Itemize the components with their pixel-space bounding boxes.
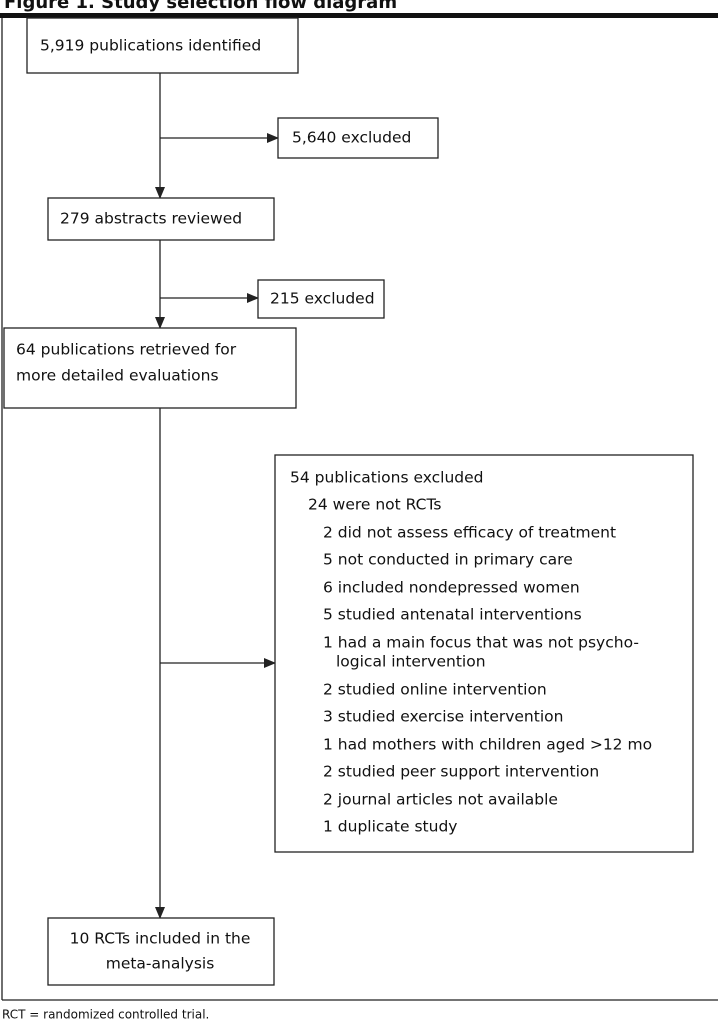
box [274,454,694,853]
box-text: 215 excluded [270,290,375,308]
box-text: 279 abstracts reviewed [60,210,242,228]
box-text: 3 studied exercise intervention [323,708,563,726]
title-rule [0,13,718,18]
box-text: 5 studied antenatal interventions [323,606,582,624]
box-text: meta-analysis [106,955,215,973]
box [277,117,439,159]
box-text: 5 not conducted in primary care [323,551,573,569]
box-text: 54 publications excluded [290,469,484,487]
box [26,17,299,74]
box [3,327,297,409]
figure-title: Figure 1. Study selection flow diagram [4,0,397,13]
box-text: 5,640 excluded [292,129,411,147]
box-text: 1 duplicate study [323,818,457,836]
box-text: 2 journal articles not available [323,791,558,809]
box-text: 1 had a main focus that was not psycho- [323,634,639,652]
box [47,197,275,241]
footnote: RCT = randomized controlled trial. [2,1008,209,1022]
box-text: 1 had mothers with children aged >12 mo [323,736,652,754]
boxes: 5,919 publications identified 5,640 exclu… [3,17,694,986]
box-text: 2 studied online intervention [323,681,547,699]
box-text: more detailed evaluations [16,367,219,385]
box [257,279,385,319]
box-text: 6 included nondepressed women [323,579,580,597]
box-text: 2 did not assess efficacy of treatment [323,524,616,542]
box-text: 2 studied peer support intervention [323,763,599,781]
box-text: 5,919 publications identified [40,37,261,55]
box-text: 10 RCTs included in the [70,930,251,948]
box-text: 24 were not RCTs [308,496,441,514]
box [47,917,275,986]
box-text: logical intervention [336,653,486,671]
box-text: 64 publications retrieved for [16,341,237,359]
